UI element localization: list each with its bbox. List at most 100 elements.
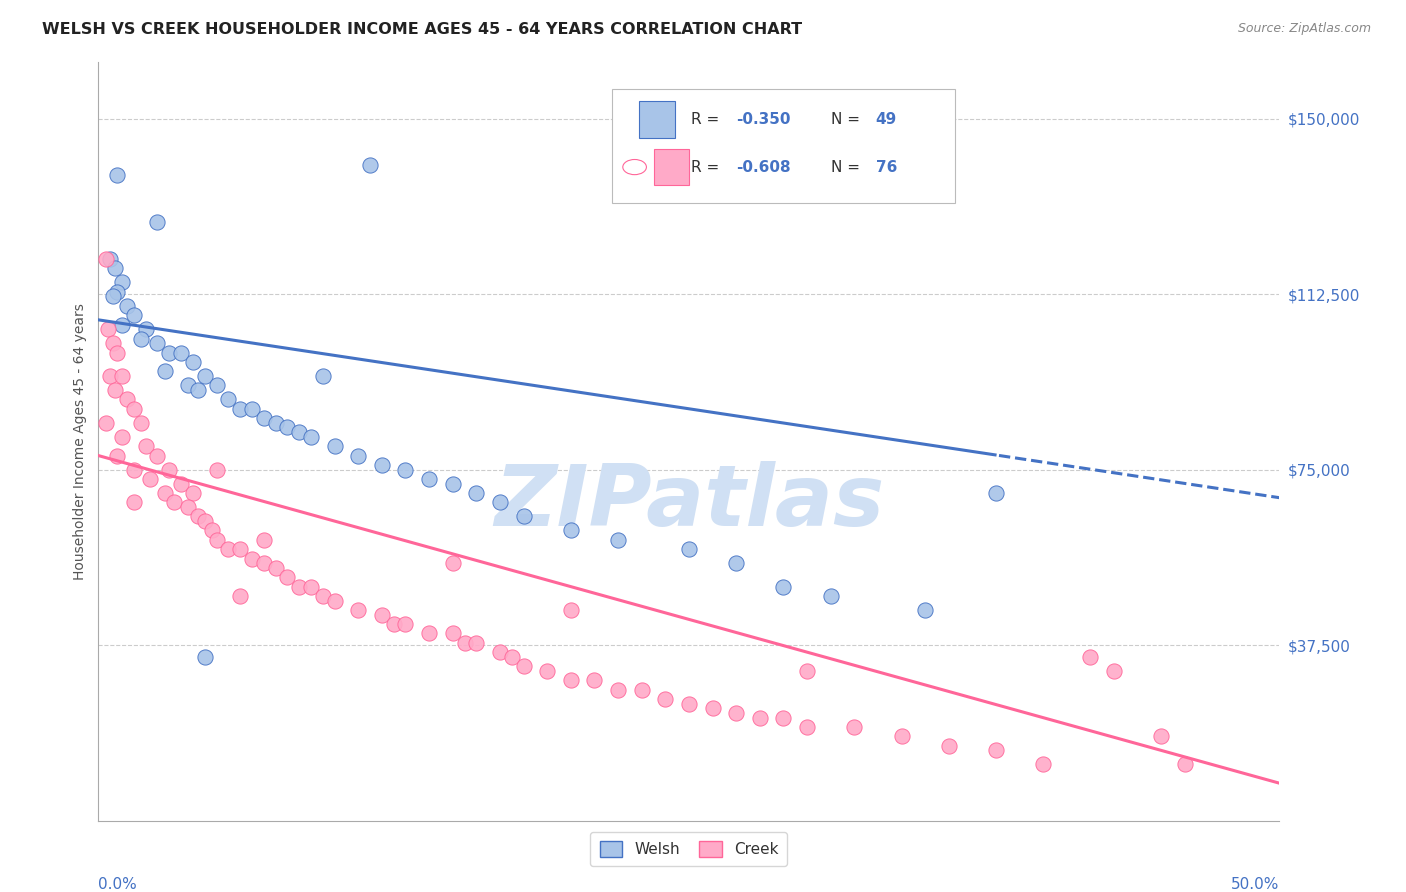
Text: 49: 49 — [876, 112, 897, 127]
Point — [560, 524, 582, 538]
Point — [371, 458, 394, 472]
Point — [240, 551, 263, 566]
Point — [418, 626, 440, 640]
Point — [844, 720, 866, 734]
Point — [654, 692, 676, 706]
Point — [194, 649, 217, 664]
Point — [146, 336, 169, 351]
Point — [101, 336, 124, 351]
Point — [105, 168, 128, 182]
Point — [1032, 757, 1054, 772]
FancyBboxPatch shape — [654, 149, 689, 186]
Point — [205, 378, 228, 392]
Point — [240, 401, 263, 416]
Text: WELSH VS CREEK HOUSEHOLDER INCOME AGES 45 - 64 YEARS CORRELATION CHART: WELSH VS CREEK HOUSEHOLDER INCOME AGES 4… — [42, 22, 803, 37]
Point — [229, 542, 252, 557]
Point — [323, 439, 346, 453]
Text: R =: R = — [692, 160, 724, 175]
Point — [312, 589, 335, 603]
Point — [153, 364, 176, 378]
Point — [181, 355, 204, 369]
Point — [163, 495, 186, 509]
Text: 0.0%: 0.0% — [98, 877, 138, 892]
Point — [288, 580, 311, 594]
Text: -0.608: -0.608 — [737, 160, 790, 175]
Point — [1080, 649, 1102, 664]
Point — [253, 556, 276, 570]
Point — [607, 682, 630, 697]
Point — [501, 649, 523, 664]
Point — [276, 570, 298, 584]
Point — [111, 430, 134, 444]
Point — [984, 486, 1007, 500]
Text: -0.350: -0.350 — [737, 112, 790, 127]
Point — [122, 401, 145, 416]
Text: R =: R = — [692, 112, 724, 127]
Circle shape — [623, 160, 647, 175]
Point — [101, 289, 124, 303]
Point — [441, 626, 464, 640]
Point — [465, 636, 488, 650]
Point — [630, 682, 652, 697]
Point — [129, 416, 152, 430]
Point — [229, 401, 252, 416]
Point — [347, 603, 370, 617]
Point — [890, 730, 912, 744]
Point — [382, 617, 405, 632]
Point — [98, 369, 121, 384]
Point — [441, 556, 464, 570]
Point — [312, 369, 335, 384]
Point — [394, 462, 416, 476]
Point — [115, 299, 138, 313]
Point — [820, 589, 842, 603]
Point — [288, 425, 311, 440]
Point — [104, 383, 127, 397]
Point — [748, 711, 770, 725]
Point — [725, 706, 748, 720]
Point — [299, 430, 322, 444]
Point — [181, 486, 204, 500]
Y-axis label: Householder Income Ages 45 - 64 years: Householder Income Ages 45 - 64 years — [73, 303, 87, 580]
Text: Source: ZipAtlas.com: Source: ZipAtlas.com — [1237, 22, 1371, 36]
Point — [276, 420, 298, 434]
Text: ZIPatlas: ZIPatlas — [494, 460, 884, 544]
Point — [1174, 757, 1197, 772]
Point — [678, 697, 700, 711]
Point — [1150, 730, 1173, 744]
Point — [489, 645, 512, 659]
FancyBboxPatch shape — [640, 101, 675, 137]
Point — [725, 556, 748, 570]
Point — [122, 308, 145, 322]
Point — [146, 449, 169, 463]
Point — [135, 439, 157, 453]
Point — [253, 411, 276, 425]
Point — [512, 659, 534, 673]
Point — [678, 542, 700, 557]
Point — [772, 711, 794, 725]
Point — [264, 416, 287, 430]
Point — [359, 158, 381, 172]
Point — [157, 345, 180, 359]
Point — [194, 369, 217, 384]
Point — [187, 383, 209, 397]
Point — [98, 252, 121, 266]
Point — [453, 636, 475, 650]
Point — [441, 476, 464, 491]
Point — [984, 743, 1007, 757]
Point — [104, 261, 127, 276]
Point — [135, 322, 157, 336]
Point — [177, 500, 200, 514]
Text: 76: 76 — [876, 160, 897, 175]
Point — [105, 449, 128, 463]
Point — [146, 214, 169, 228]
Point — [938, 739, 960, 753]
Point — [139, 472, 162, 486]
Point — [97, 322, 120, 336]
Point — [394, 617, 416, 632]
Text: N =: N = — [831, 112, 865, 127]
Point — [583, 673, 606, 688]
Point — [201, 524, 224, 538]
Point — [177, 378, 200, 392]
Point — [217, 392, 239, 407]
Point — [205, 462, 228, 476]
